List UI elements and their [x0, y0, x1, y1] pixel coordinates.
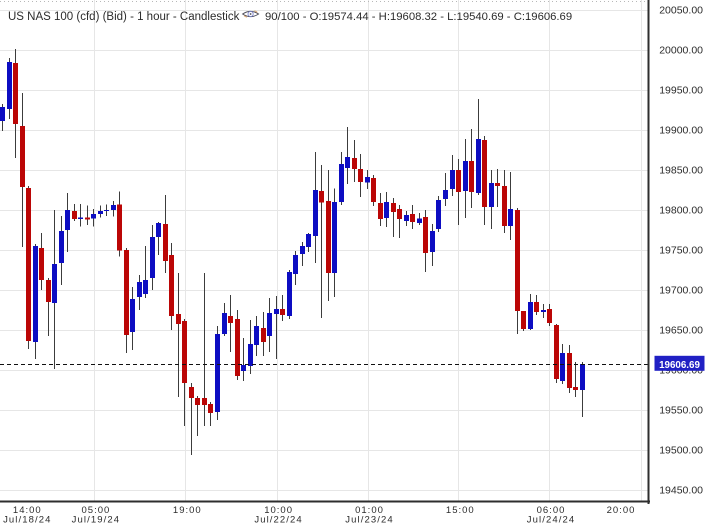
svg-text:19900.00: 19900.00: [659, 125, 703, 137]
svg-text:Jul/24/24: Jul/24/24: [527, 515, 575, 526]
svg-text:19450.00: 19450.00: [659, 485, 703, 497]
svg-text:19850.00: 19850.00: [659, 165, 703, 177]
svg-text:19550.00: 19550.00: [659, 405, 703, 417]
svg-text:Jul/18/24: Jul/18/24: [3, 515, 51, 526]
svg-text:01:00: 01:00: [355, 505, 384, 516]
svg-text:19606.69: 19606.69: [659, 360, 700, 371]
svg-text:US NAS 100 (cfd) (Bid) - 1 hou: US NAS 100 (cfd) (Bid) - 1 hour - Candle…: [8, 11, 240, 23]
svg-text:90/100 - O:19574.44 - H:19608.: 90/100 - O:19574.44 - H:19608.32 - L:195…: [265, 11, 572, 23]
svg-text:15:00: 15:00: [446, 505, 475, 516]
svg-text:19500.00: 19500.00: [659, 445, 703, 457]
svg-text:Jul/23/24: Jul/23/24: [345, 515, 393, 526]
svg-text:20000.00: 20000.00: [659, 45, 703, 57]
svg-text:19750.00: 19750.00: [659, 245, 703, 257]
svg-text:Jul/22/24: Jul/22/24: [254, 515, 302, 526]
svg-text:19:00: 19:00: [173, 505, 202, 516]
svg-text:20:00: 20:00: [607, 505, 636, 516]
svg-text:Jul/19/24: Jul/19/24: [72, 515, 120, 526]
svg-text:20050.00: 20050.00: [659, 5, 703, 17]
svg-text:05:00: 05:00: [82, 505, 111, 516]
svg-text:14:00: 14:00: [13, 505, 42, 516]
svg-text:19800.00: 19800.00: [659, 205, 703, 217]
svg-text:10:00: 10:00: [264, 505, 293, 516]
svg-text:19700.00: 19700.00: [659, 285, 703, 297]
svg-text:19650.00: 19650.00: [659, 325, 703, 337]
svg-text:19950.00: 19950.00: [659, 85, 703, 97]
svg-text:06:00: 06:00: [537, 505, 566, 516]
